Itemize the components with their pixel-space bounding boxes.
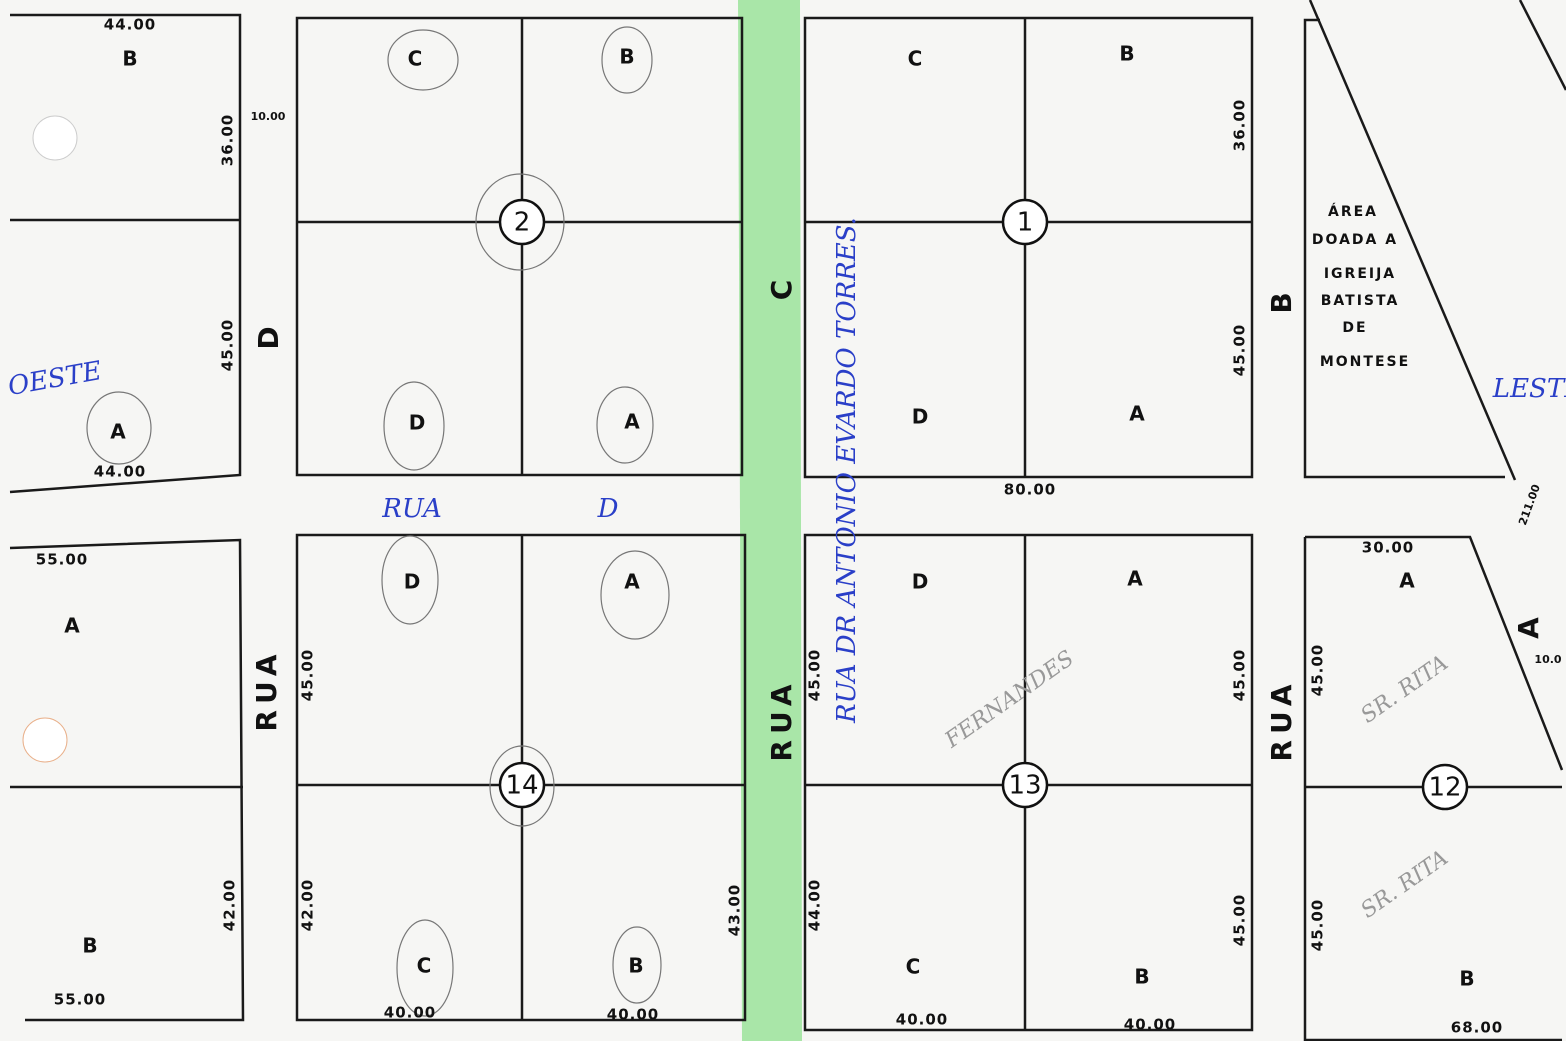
lot-label: A <box>624 570 640 594</box>
lot-label: D <box>409 411 426 435</box>
dimension-label: 45.00 <box>299 649 317 701</box>
dimension-label: 40.00 <box>1124 1016 1176 1034</box>
dimension-label: 40.00 <box>607 1006 659 1024</box>
lot-label: B <box>619 45 634 69</box>
dimension-label: 42.00 <box>221 879 239 931</box>
dimension-label: 45.00 <box>806 649 824 701</box>
lot-label: C <box>417 954 432 978</box>
dimension-label: 42.00 <box>299 879 317 931</box>
dimension-label: 80.00 <box>1004 481 1056 499</box>
dimension-label: 36.00 <box>1231 99 1249 151</box>
handwritten-note: OESTE <box>6 356 104 402</box>
street-name: B <box>1265 286 1298 313</box>
dimension-label: 44.00 <box>94 463 146 481</box>
pencil-note: FERNANDES <box>940 646 1079 754</box>
lot-label: B <box>1459 967 1474 991</box>
block-number: 1 <box>1017 208 1034 238</box>
block-number-circle <box>498 761 546 809</box>
pencil-note: SR. RITA <box>1356 651 1452 729</box>
handwritten-note: D <box>597 494 619 524</box>
handwritten-note: RUA DR ANTONIO EVARDO TORRES. <box>832 217 862 724</box>
street-name: RUA <box>765 678 798 761</box>
dimension-label: 30.00 <box>1362 539 1414 557</box>
lot-label: A <box>64 614 80 638</box>
lot-label: A <box>1399 569 1415 593</box>
dimension-label: 40.00 <box>896 1011 948 1029</box>
street-name: RUA <box>1265 678 1298 761</box>
dimension-label: 44.00 <box>806 879 824 931</box>
lot-label: A <box>1127 567 1143 591</box>
block-number-circle <box>498 198 546 246</box>
highlighted-street <box>738 0 802 1041</box>
street-name: C <box>765 274 798 301</box>
dimension-label: 10.0 <box>1534 653 1561 666</box>
dimension-label: 44.00 <box>104 16 156 34</box>
dimension-label: 45.00 <box>1231 649 1249 701</box>
dimension-label: 68.00 <box>1451 1019 1503 1037</box>
block-number-circle <box>1001 198 1049 246</box>
dimension-label: 40.00 <box>384 1004 436 1022</box>
lot-label: D <box>404 570 421 594</box>
street-name: D <box>252 320 285 349</box>
lot-label: B <box>82 934 97 958</box>
lot-label: A <box>110 420 126 444</box>
lot-label: C <box>906 955 921 979</box>
church-area-text: ÁREA <box>1328 203 1378 220</box>
street-name: RUA <box>250 648 283 731</box>
block-number-circle <box>1001 761 1049 809</box>
lot-label: B <box>122 47 137 71</box>
pencil-marks <box>86 26 670 1017</box>
dimension-label: 43.00 <box>726 884 744 936</box>
handwritten-note: LESTE <box>1492 374 1566 404</box>
lot-label: D <box>912 405 929 429</box>
lot-label: B <box>1134 965 1149 989</box>
church-area-text: DOADA A <box>1312 232 1398 248</box>
lot-label: A <box>1129 402 1145 426</box>
dimension-label: 45.00 <box>1231 324 1249 376</box>
street-name: A <box>1512 611 1545 639</box>
handwritten-note: RUA <box>381 494 441 524</box>
church-area-text: BATISTA <box>1321 293 1400 309</box>
lot-label: C <box>908 47 923 71</box>
dimension-label: 55.00 <box>54 991 106 1009</box>
lot-label: B <box>1119 42 1134 66</box>
dimension-label: 10.00 <box>251 110 286 123</box>
dimension-label: 55.00 <box>36 551 88 569</box>
block-number: 14 <box>505 771 538 801</box>
pencil-note: SR. RITA <box>1356 846 1452 924</box>
block-number-circle <box>1421 763 1469 811</box>
church-area-text: MONTESE <box>1320 354 1410 370</box>
block-number: 13 <box>1008 771 1041 801</box>
lot-label: D <box>912 570 929 594</box>
church-area-text: DE <box>1342 320 1367 336</box>
dimension-label: 36.00 <box>219 114 237 166</box>
dimension-label: 45.00 <box>1309 899 1327 951</box>
dimension-label: 45.00 <box>219 319 237 371</box>
dimension-label: 211.00 <box>1516 482 1543 527</box>
lot-label: B <box>628 954 643 978</box>
dimension-label: 45.00 <box>1309 644 1327 696</box>
block-number: 2 <box>514 208 531 238</box>
dimension-label: 45.00 <box>1231 894 1249 946</box>
block-number: 12 <box>1428 773 1461 803</box>
lot-label: C <box>408 47 423 71</box>
lot-label: A <box>624 410 640 434</box>
church-area-text: IGREIJA <box>1324 266 1396 282</box>
